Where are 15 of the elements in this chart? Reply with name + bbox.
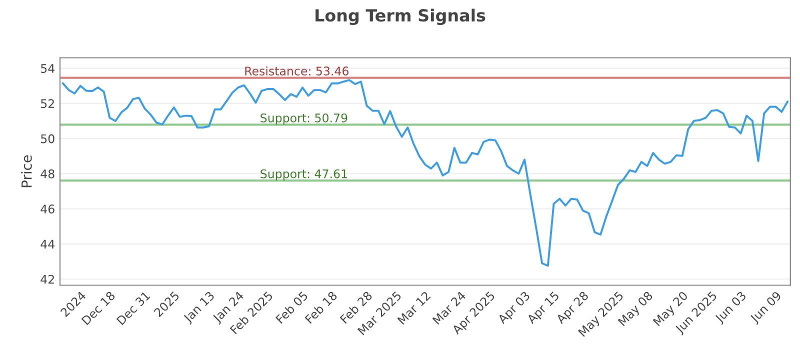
y-tick-label: 42 [40, 274, 54, 284]
y-tick-label: 44 [40, 240, 54, 248]
y-axis-title: Price [21, 155, 32, 188]
y-tick-label: 46 [40, 204, 54, 214]
x-tick-label: Jun 09 [749, 290, 784, 325]
x-tick-label: Dec 31 [116, 291, 150, 326]
y-tick-label: 54 [41, 64, 54, 73]
ref-line-label: Support: 50.79 [260, 113, 348, 125]
ref-line-label: Resistance: 53.46 [245, 66, 348, 76]
line-series [62, 79, 788, 267]
ref-line-label: Support: 47.61 [260, 169, 347, 181]
y-tick-label: 50 [41, 134, 54, 144]
y-tick-label: 52 [41, 99, 54, 108]
chart-title: Long Term Signals [316, 8, 486, 26]
y-tick-label: 48 [40, 169, 54, 178]
